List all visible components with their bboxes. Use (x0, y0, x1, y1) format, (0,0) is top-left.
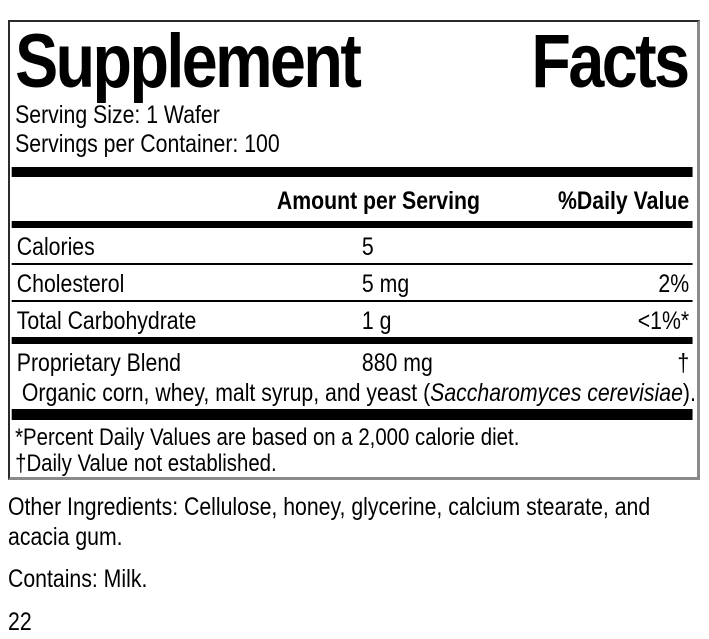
nutrient-name: Cholesterol (16, 270, 125, 298)
nutrient-amount: 880 mg (361, 349, 433, 377)
nutrient-amount: 1 g (361, 307, 392, 335)
nutrient-daily-value: <1%* (637, 307, 690, 335)
blend-species-name: Saccharomyces cerevisiae (430, 379, 683, 407)
nutrient-row-cholesterol: Cholesterol 5 mg 2% (11, 265, 693, 302)
nutrient-row-proprietary-blend: Proprietary Blend 880 mg † (12, 344, 693, 379)
column-header-daily-value: %Daily Value (558, 187, 690, 215)
servings-per-container: Servings per Container: 100 (15, 130, 280, 158)
footnote-daily-value-not-established: †Daily Value not established. (15, 450, 277, 477)
serving-size: Serving Size: 1 Wafer (15, 101, 220, 129)
blend-description: Organic corn, whey, malt syrup, and yeas… (21, 379, 696, 407)
nutrient-amount: 5 (361, 233, 374, 261)
nutrient-amount: 5 mg (361, 270, 410, 298)
panel-content: Supplement Facts Serving Size: 1 Wafer S… (10, 20, 696, 477)
nutrient-row-total-carbohydrate: Total Carbohydrate 1 g <1%* (11, 302, 693, 344)
nutrient-name: Total Carbohydrate (16, 307, 197, 335)
blend-description-suffix: ). (682, 379, 696, 407)
footnote-percent-daily-value: *Percent Daily Values are based on a 2,0… (15, 424, 520, 451)
serving-info: Serving Size: 1 Wafer Servings per Conta… (10, 101, 694, 159)
blend-description-prefix: Organic corn, whey, malt syrup, and yeas… (21, 379, 431, 407)
divider-bar-top (11, 167, 693, 177)
title-word-supplement: Supplement (15, 20, 362, 104)
page-number: 22 (8, 608, 32, 636)
title-word-facts: Facts (531, 20, 690, 104)
nutrient-name: Proprietary Blend (16, 349, 181, 377)
table-header-row: Amount per Serving %Daily Value (11, 177, 693, 228)
footnotes-block: *Percent Daily Values are based on a 2,0… (15, 425, 692, 477)
below-panel-text: Other Ingredients: Cellulose, honey, gly… (8, 492, 708, 636)
supplement-facts-panel: Supplement Facts Serving Size: 1 Wafer S… (8, 20, 700, 480)
contains-statement: Contains: Milk. (8, 565, 148, 593)
nutrient-name: Calories (16, 233, 95, 261)
nutrient-daily-value: † (677, 349, 690, 377)
nutrient-daily-value: 2% (658, 270, 690, 298)
column-header-amount: Amount per Serving (276, 187, 480, 215)
divider-bar-bottom (11, 409, 693, 420)
other-ingredients-line-2: acacia gum. (8, 523, 123, 551)
nutrient-row-calories: Calories 5 (11, 228, 693, 265)
supplement-facts-title: Supplement Facts (15, 20, 690, 104)
other-ingredients-line-1: Other Ingredients: Cellulose, honey, gly… (8, 493, 651, 521)
